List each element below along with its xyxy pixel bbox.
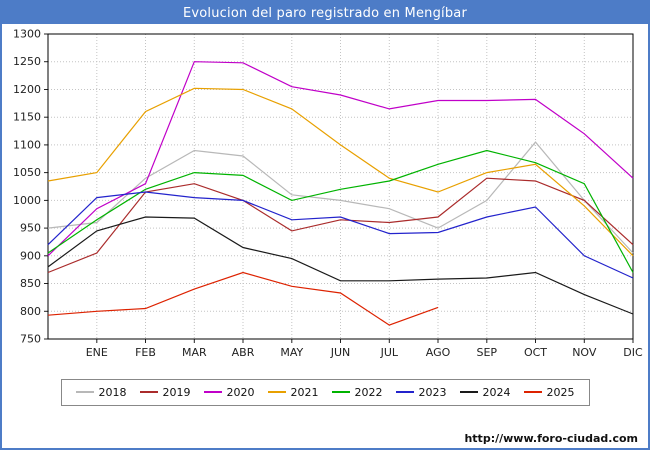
legend: 2018 2019 2020 2021 2022 2023 2024 2025 <box>2 378 648 406</box>
svg-text:800: 800 <box>20 305 41 318</box>
svg-text:SEP: SEP <box>477 346 498 359</box>
svg-text:1200: 1200 <box>13 83 41 96</box>
legend-swatch-icon <box>139 391 158 393</box>
legend-swatch-icon <box>331 391 350 393</box>
svg-text:1100: 1100 <box>13 138 41 151</box>
svg-text:DIC: DIC <box>623 346 643 359</box>
chart-title: Evolucion del paro registrado en Mengíba… <box>182 5 468 21</box>
chart-area: 750 800 850 900 950 1000 1050 1100 1150 1200 1250 1… <box>2 24 648 376</box>
legend-swatch-icon <box>459 391 478 393</box>
svg-text:850: 850 <box>20 277 41 290</box>
legend-item-2018: 2018 <box>75 385 127 399</box>
series-line-2024 <box>47 216 634 315</box>
legend-label: 2020 <box>226 385 255 399</box>
series-line-2022 <box>47 149 634 273</box>
svg-text:JUL: JUL <box>380 346 399 359</box>
svg-text:1300: 1300 <box>13 28 41 41</box>
legend-item-2019: 2019 <box>139 385 191 399</box>
legend-item-2023: 2023 <box>395 385 447 399</box>
svg-text:NOV: NOV <box>572 346 597 359</box>
series-line-2023 <box>47 191 634 279</box>
svg-text:JUN: JUN <box>330 346 351 359</box>
legend-label: 2023 <box>418 385 447 399</box>
svg-text:1050: 1050 <box>13 166 41 179</box>
svg-text:ENE: ENE <box>86 346 108 359</box>
footer: http://www.foro-ciudad.com <box>2 432 648 448</box>
svg-text:FEB: FEB <box>135 346 156 359</box>
svg-text:750: 750 <box>20 333 41 346</box>
svg-text:1150: 1150 <box>13 111 41 124</box>
series-line-2020 <box>47 61 634 257</box>
svg-text:OCT: OCT <box>524 346 547 359</box>
legend-label: 2024 <box>482 385 511 399</box>
chart-title-bar: Evolucion del paro registrado en Mengíba… <box>2 2 648 24</box>
svg-text:MAR: MAR <box>182 346 207 359</box>
legend-label: 2018 <box>98 385 127 399</box>
series-line-2025 <box>47 271 439 326</box>
legend-item-2022: 2022 <box>331 385 383 399</box>
svg-text:ABR: ABR <box>232 346 255 359</box>
legend-label: 2025 <box>546 385 575 399</box>
foro-ciudad-link[interactable]: http://www.foro-ciudad.com <box>464 432 638 445</box>
svg-text:1000: 1000 <box>13 194 41 207</box>
series-line-2018 <box>47 141 634 254</box>
legend-swatch-icon <box>395 391 414 393</box>
svg-text:AGO: AGO <box>426 346 451 359</box>
series-line-2021 <box>47 87 634 257</box>
line-chart: 750 800 850 900 950 1000 1050 1100 1150 1200 1250 1… <box>13 28 643 360</box>
legend-item-2024: 2024 <box>459 385 511 399</box>
legend-swatch-icon <box>523 391 542 393</box>
legend-swatch-icon <box>203 391 222 393</box>
legend-swatch-icon <box>267 391 286 393</box>
svg-text:950: 950 <box>20 222 41 235</box>
legend-label: 2021 <box>290 385 319 399</box>
legend-label: 2022 <box>354 385 383 399</box>
series-line-2019 <box>47 177 634 274</box>
legend-label: 2019 <box>162 385 191 399</box>
legend-box: 2018 2019 2020 2021 2022 2023 2024 2025 <box>60 378 590 406</box>
svg-text:900: 900 <box>20 249 41 262</box>
legend-item-2025: 2025 <box>523 385 575 399</box>
svg-text:1250: 1250 <box>13 55 41 68</box>
legend-swatch-icon <box>75 391 94 393</box>
legend-item-2021: 2021 <box>267 385 319 399</box>
legend-item-2020: 2020 <box>203 385 255 399</box>
svg-text:MAY: MAY <box>280 346 303 359</box>
